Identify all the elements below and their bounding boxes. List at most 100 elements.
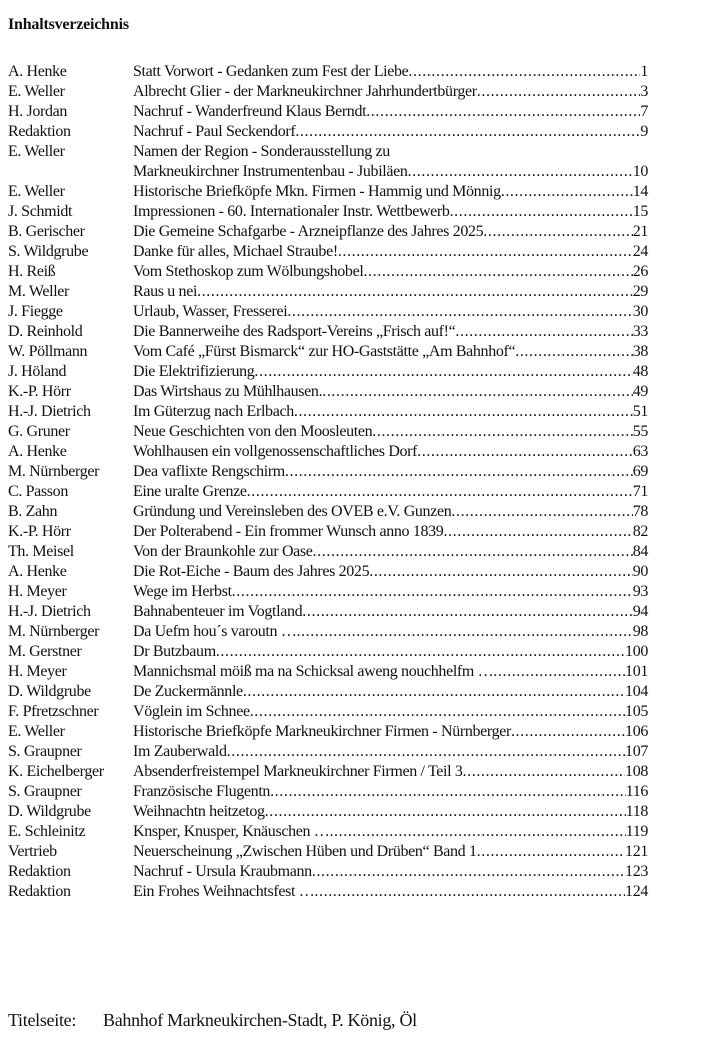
entry-page: 105 [625, 703, 648, 720]
entry-author: J. Höland [8, 363, 67, 380]
entry-author: G. Gruner [8, 423, 70, 440]
entry-page: 71 [632, 483, 649, 500]
entry-title: Nachruf - Ursula Kraubmann [133, 863, 312, 880]
entry-author: Vertrieb [8, 843, 57, 860]
entry-author: M. Gerstner [8, 643, 82, 660]
entry-author: F. Pfretzschner [8, 703, 99, 720]
leader-dots [296, 622, 632, 642]
leader-dots [493, 662, 625, 682]
entry-author: Redaktion [8, 123, 71, 140]
entry-page: 15 [632, 203, 649, 220]
entry-author: D. Reinhold [8, 323, 83, 340]
entry-title: Impressionen - 60. Internationaler Instr… [133, 203, 450, 220]
entry-title: Der Polterabend - Ein frommer Wunsch ann… [133, 523, 444, 540]
leader-dots [338, 242, 633, 262]
entry-body: Albrecht Glier - der Markneukirchner Jah… [133, 82, 648, 102]
entry-body: Französische Flugentn 116 [133, 782, 648, 802]
entry-page: 118 [625, 803, 649, 820]
entry-body: Die Gemeine Schafgarbe - Arzneipflanze d… [133, 222, 648, 242]
entry-title: Danke für alles, Michael Straube! [133, 243, 338, 260]
entry-author: A. Henke [8, 63, 67, 80]
leader-dots [443, 522, 632, 542]
leader-dots [369, 562, 632, 582]
leader-dots [372, 422, 632, 442]
entry-author: E. Weller [8, 143, 65, 160]
toc-entry: J. Schmidt Impressionen - 60. Internation… [8, 202, 648, 222]
toc-entry: Markneukirchner Instrumentenbau - Jubilä… [8, 162, 648, 182]
entry-author: A. Henke [8, 563, 67, 580]
entry-body: Nachruf - Paul Seckendorf 9 [133, 122, 648, 142]
entry-page: 90 [632, 563, 649, 580]
entry-page: 3 [640, 83, 648, 100]
toc-entry: Redaktion Nachruf - Paul Seckendorf 9 [8, 122, 648, 142]
entry-author: H.-J. Dietrich [8, 403, 91, 420]
toc-entry: E. Weller Albrecht Glier - der Markneukir… [8, 82, 648, 102]
entry-title: Historische Briefköpfe Markneukirchner F… [133, 723, 511, 740]
entry-body: Neuerscheinung „Zwischen Hüben und Drübe… [133, 842, 648, 862]
toc-entry: D. Wildgrube Weihnachtn heitzetog 118 [8, 802, 648, 822]
entry-title: Vom Stethoskop zum Wölbungshobel [133, 263, 364, 280]
toc-entry: M. Nürnberger Da Uefm hou´s varoutn … 98 [8, 622, 648, 642]
entry-page: 1 [640, 63, 648, 80]
entry-body: Namen der Region - Sonderausstellung zu [133, 142, 648, 162]
toc-entry: Th. Meisel Von der Braunkohle zur Oase 84 [8, 542, 648, 562]
entry-page: 93 [632, 583, 649, 600]
entry-page: 51 [632, 403, 649, 420]
entry-author: M. Nürnberger [8, 623, 100, 640]
entry-page: 100 [625, 643, 648, 660]
entry-title: Die Gemeine Schafgarbe - Arzneipflanze d… [133, 223, 484, 240]
entry-body: Weihnachtn heitzetog 118 [133, 802, 648, 822]
entry-title: Nachruf - Paul Seckendorf [133, 123, 296, 140]
toc-entry: A. Henke Die Rot-Eiche - Baum des Jahres … [8, 562, 648, 582]
entry-author: Redaktion [8, 883, 71, 900]
toc-entry: D. Reinhold Die Bannerweihe des Radsport-… [8, 322, 648, 342]
entry-title: Französische Flugentn [133, 783, 271, 800]
entry-title: Albrecht Glier - der Markneukirchner Jah… [133, 83, 477, 100]
entry-page: 101 [625, 663, 648, 680]
entry-page: 10 [632, 163, 649, 180]
entry-page: 119 [625, 823, 649, 840]
entry-page: 108 [625, 763, 648, 780]
toc-entry: H. Meyer Wege im Herbst 93 [8, 582, 648, 602]
entry-author: D. Wildgrube [8, 803, 91, 820]
entry-title: Absenderfreistempel Markneukirchner Firm… [133, 763, 463, 780]
entry-title: Vom Café „Fürst Bismarck“ zur HO-Gaststä… [133, 343, 516, 360]
leader-dots [254, 362, 632, 382]
entry-author [8, 162, 133, 182]
toc-entry: Redaktion Ein Frohes Weihnachtsfest … 124 [8, 882, 648, 902]
leader-dots [366, 102, 640, 122]
entry-page: 14 [632, 183, 649, 200]
entry-title: Im Zauberwald [133, 743, 227, 760]
entry-author: D. Wildgrube [8, 683, 91, 700]
leader-dots [477, 82, 641, 102]
entry-author: S. Wildgrube [8, 243, 89, 260]
entry-body: Wohlhausen ein vollgenossenschaftliches … [133, 442, 648, 462]
entry-title: Weihnachtn heitzetog [133, 803, 265, 820]
toc-entry: A. Henke Wohlhausen ein vollgenossenschaf… [8, 442, 648, 462]
toc-entry: C. Passon Eine uralte Grenze 71 [8, 482, 648, 502]
toc-entry: E. Weller Namen der Region - Sonderausste… [8, 142, 648, 162]
entry-page: 78 [632, 503, 649, 520]
entry-author: H. Reiß [8, 263, 56, 280]
leader-dots [417, 442, 633, 462]
entry-title: Die Bannerweihe des Radsport-Vereins „Fr… [133, 323, 456, 340]
entry-body: Ein Frohes Weihnachtsfest … 124 [133, 882, 648, 902]
entry-title: Da Uefm hou´s varoutn … [133, 623, 297, 640]
entry-title: Namen der Region - Sonderausstellung zu [133, 143, 390, 160]
entry-author: M. Nürnberger [8, 463, 100, 480]
toc-entry: K. Eichelberger Absenderfreistempel Markn… [8, 762, 648, 782]
leader-dots [197, 282, 633, 302]
entry-title: Im Güterzug nach Erlbach [133, 403, 294, 420]
entry-author: K.-P. Hörr [8, 523, 71, 540]
entry-page: 21 [632, 223, 649, 240]
entry-body: Raus u nei 29 [133, 282, 648, 302]
table-of-contents: A. Henke Statt Vorwort - Gedanken zum Fes… [8, 62, 648, 902]
entry-body: Statt Vorwort - Gedanken zum Fest der Li… [133, 62, 648, 82]
entry-author: J. Schmidt [8, 203, 73, 220]
leader-dots [313, 542, 633, 562]
cover-credit-label: Titelseite: [8, 1010, 77, 1030]
entry-author: H. Meyer [8, 583, 67, 600]
entry-body: Die Rot-Eiche - Baum des Jahres 2025 90 [133, 562, 648, 582]
entry-body: Gründung und Vereinsleben des OVEB e.V. … [133, 502, 648, 522]
toc-entry: Vertrieb Neuerscheinung „Zwischen Hüben u… [8, 842, 648, 862]
